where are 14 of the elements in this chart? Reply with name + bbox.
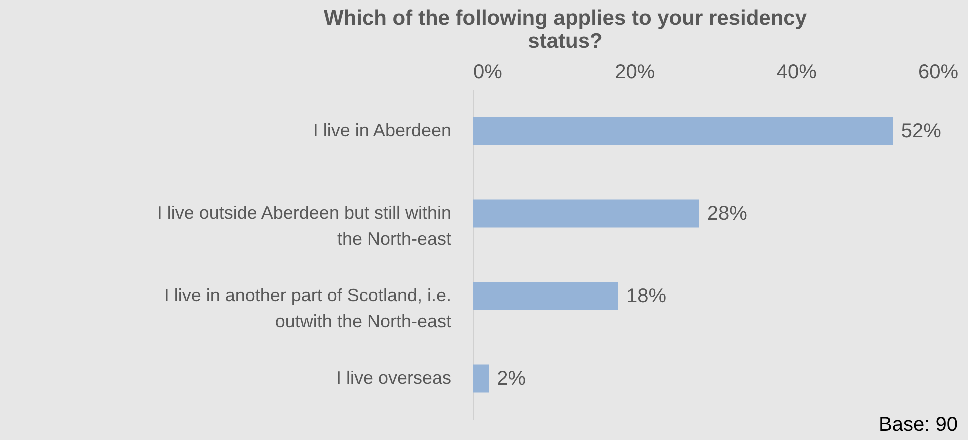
x-tick-label: 40%	[776, 62, 818, 84]
y-tick-label: I live outside Aberdeen but still within the North-east	[157, 202, 452, 249]
x-tick-label: 60%	[918, 62, 959, 84]
x-tick-label: 0%	[474, 62, 503, 84]
data-label: 28%	[707, 202, 748, 225]
data-label: 52%	[901, 120, 942, 142]
x-tick-label: 20%	[615, 62, 656, 84]
y-tick-label: I live in another part of Scotland, i.e. outwith the North-east	[164, 285, 452, 332]
chart-title: Which of the following applies to your residency status?	[324, 7, 808, 53]
data-label: 18%	[626, 285, 667, 308]
data-label: 2%	[497, 368, 526, 390]
annotation: Base: 90	[879, 414, 958, 436]
y-tick-label: I live in Aberdeen	[313, 120, 452, 140]
y-tick-label: I live overseas	[336, 368, 452, 388]
